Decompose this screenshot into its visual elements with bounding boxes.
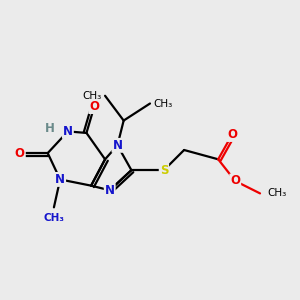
Text: O: O xyxy=(15,147,25,160)
Text: O: O xyxy=(89,100,99,113)
Text: S: S xyxy=(160,164,168,177)
Text: N: N xyxy=(112,139,122,152)
Text: O: O xyxy=(227,128,237,141)
Text: O: O xyxy=(230,175,240,188)
Text: CH₃: CH₃ xyxy=(83,91,102,101)
Text: H: H xyxy=(45,122,55,135)
Text: N: N xyxy=(105,184,115,197)
Text: CH₃: CH₃ xyxy=(153,98,172,109)
Text: CH₃: CH₃ xyxy=(268,188,287,198)
Text: N: N xyxy=(63,125,73,138)
Text: CH₃: CH₃ xyxy=(44,213,64,223)
Text: N: N xyxy=(55,173,65,186)
